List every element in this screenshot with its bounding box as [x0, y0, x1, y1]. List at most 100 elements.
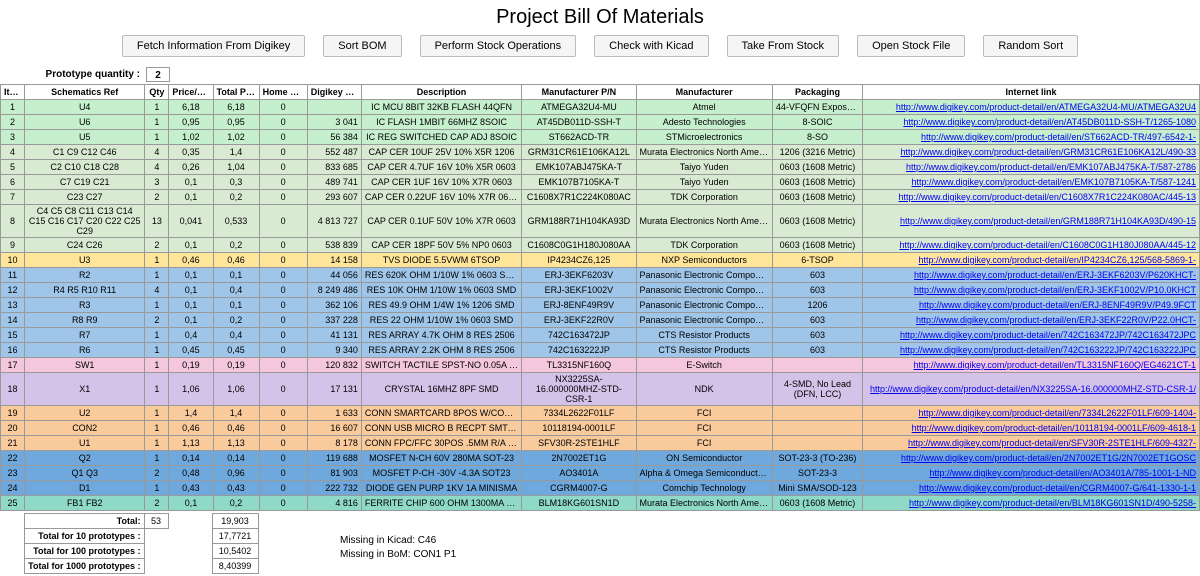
stock-ops-button[interactable]: Perform Stock Operations: [420, 35, 577, 57]
col-mpn[interactable]: Manufacturer P/N: [522, 85, 636, 100]
col-home[interactable]: Home Stock: [259, 85, 307, 100]
cell-ref: X1: [25, 373, 145, 406]
table-row[interactable]: 12R4 R5 R10 R1140,10,408 249 486RES 10K …: [1, 283, 1200, 298]
internet-link[interactable]: http://www.digikey.com/product-detail/en…: [914, 360, 1196, 370]
col-qty[interactable]: Qty: [145, 85, 169, 100]
table-row[interactable]: 16R610,450,4509 340RES ARRAY 2.2K OHM 8 …: [1, 343, 1200, 358]
cell-qty: 1: [145, 115, 169, 130]
internet-link[interactable]: http://www.digikey.com/product-detail/en…: [870, 384, 1196, 394]
table-row[interactable]: 11R210,10,1044 056RES 620K OHM 1/10W 1% …: [1, 268, 1200, 283]
internet-link[interactable]: http://www.digikey.com/product-detail/en…: [919, 255, 1197, 265]
internet-link[interactable]: http://www.digikey.com/product-detail/en…: [900, 216, 1196, 226]
cell-link[interactable]: http://www.digikey.com/product-detail/en…: [863, 328, 1200, 343]
cell-link[interactable]: http://www.digikey.com/product-detail/en…: [863, 130, 1200, 145]
internet-link[interactable]: http://www.digikey.com/product-detail/en…: [898, 192, 1196, 202]
cell-link[interactable]: http://www.digikey.com/product-detail/en…: [863, 205, 1200, 238]
col-desc[interactable]: Description: [361, 85, 521, 100]
internet-link[interactable]: http://www.digikey.com/product-detail/en…: [930, 468, 1196, 478]
table-row[interactable]: 18X111,061,06017 131CRYSTAL 16MHZ 8PF SM…: [1, 373, 1200, 406]
cell-link[interactable]: http://www.digikey.com/product-detail/en…: [863, 358, 1200, 373]
cell-link[interactable]: http://www.digikey.com/product-detail/en…: [863, 175, 1200, 190]
internet-link[interactable]: http://www.digikey.com/product-detail/en…: [900, 345, 1196, 355]
table-row[interactable]: 21U111,131,1308 178CONN FPC/FFC 30POS .5…: [1, 436, 1200, 451]
table-row[interactable]: 23Q1 Q320,480,96081 903MOSFET P-CH -30V …: [1, 466, 1200, 481]
table-row[interactable]: 19U211,41,401 633CONN SMARTCARD 8POS W/C…: [1, 406, 1200, 421]
table-row[interactable]: 4C1 C9 C12 C4640,351,40552 487CAP CER 10…: [1, 145, 1200, 160]
table-row[interactable]: 10U310,460,46014 158TVS DIODE 5.5VWM 6TS…: [1, 253, 1200, 268]
cell-link[interactable]: http://www.digikey.com/product-detail/en…: [863, 436, 1200, 451]
table-row[interactable]: 15R710,40,4041 131RES ARRAY 4.7K OHM 8 R…: [1, 328, 1200, 343]
internet-link[interactable]: http://www.digikey.com/product-detail/en…: [916, 315, 1196, 325]
table-row[interactable]: 1U416,186,180IC MCU 8BIT 32KB FLASH 44QF…: [1, 100, 1200, 115]
table-row[interactable]: 3U511,021,02056 384IC REG SWITCHED CAP A…: [1, 130, 1200, 145]
col-dkstock[interactable]: Digikey Stock: [307, 85, 361, 100]
cell-link[interactable]: http://www.digikey.com/product-detail/en…: [863, 481, 1200, 496]
cell-link[interactable]: http://www.digikey.com/product-detail/en…: [863, 373, 1200, 406]
internet-link[interactable]: http://www.digikey.com/product-detail/en…: [919, 300, 1196, 310]
col-item[interactable]: Item: [1, 85, 25, 100]
cell-n: 2: [1, 115, 25, 130]
cell-mpn: AO3401A: [522, 466, 636, 481]
internet-link[interactable]: http://www.digikey.com/product-detail/en…: [901, 453, 1196, 463]
cell-link[interactable]: http://www.digikey.com/product-detail/en…: [863, 160, 1200, 175]
internet-link[interactable]: http://www.digikey.com/product-detail/en…: [914, 285, 1196, 295]
internet-link[interactable]: http://www.digikey.com/product-detail/en…: [921, 132, 1196, 142]
internet-link[interactable]: http://www.digikey.com/product-detail/en…: [899, 240, 1196, 250]
internet-link[interactable]: http://www.digikey.com/product-detail/en…: [900, 330, 1196, 340]
col-pkg[interactable]: Packaging: [772, 85, 862, 100]
cell-link[interactable]: http://www.digikey.com/product-detail/en…: [863, 268, 1200, 283]
internet-link[interactable]: http://www.digikey.com/product-detail/en…: [906, 162, 1196, 172]
table-row[interactable]: 20CON210,460,46016 607CONN USB MICRO B R…: [1, 421, 1200, 436]
table-row[interactable]: 2U610,950,9503 041IC FLASH 1MBIT 66MHZ 8…: [1, 115, 1200, 130]
internet-link[interactable]: http://www.digikey.com/product-detail/en…: [912, 177, 1197, 187]
internet-link[interactable]: http://www.digikey.com/product-detail/en…: [908, 438, 1196, 448]
table-row[interactable]: 22Q210,140,140119 688MOSFET N-CH 60V 280…: [1, 451, 1200, 466]
cell-link[interactable]: http://www.digikey.com/product-detail/en…: [863, 115, 1200, 130]
table-row[interactable]: 25FB1 FB220,10,204 816FERRITE CHIP 600 O…: [1, 496, 1200, 511]
col-mfr[interactable]: Manufacturer: [636, 85, 772, 100]
internet-link[interactable]: http://www.digikey.com/product-detail/en…: [914, 270, 1196, 280]
check-kicad-button[interactable]: Check with Kicad: [594, 35, 708, 57]
random-sort-button[interactable]: Random Sort: [983, 35, 1078, 57]
internet-link[interactable]: http://www.digikey.com/product-detail/en…: [912, 423, 1196, 433]
cell-link[interactable]: http://www.digikey.com/product-detail/en…: [863, 421, 1200, 436]
cell-link[interactable]: http://www.digikey.com/product-detail/en…: [863, 145, 1200, 160]
sort-bom-button[interactable]: Sort BOM: [323, 35, 401, 57]
cell-link[interactable]: http://www.digikey.com/product-detail/en…: [863, 313, 1200, 328]
cell-link[interactable]: http://www.digikey.com/product-detail/en…: [863, 466, 1200, 481]
cell-link[interactable]: http://www.digikey.com/product-detail/en…: [863, 253, 1200, 268]
cell-link[interactable]: http://www.digikey.com/product-detail/en…: [863, 100, 1200, 115]
cell-qty: 1: [145, 343, 169, 358]
table-row[interactable]: 17SW110,190,190120 832SWITCH TACTILE SPS…: [1, 358, 1200, 373]
internet-link[interactable]: http://www.digikey.com/product-detail/en…: [901, 147, 1197, 157]
table-row[interactable]: 9C24 C2620,10,20538 839CAP CER 18PF 50V …: [1, 238, 1200, 253]
internet-link[interactable]: http://www.digikey.com/product-detail/en…: [909, 498, 1196, 508]
table-row[interactable]: 8C4 C5 C8 C11 C13 C14 C15 C16 C17 C20 C2…: [1, 205, 1200, 238]
cell-link[interactable]: http://www.digikey.com/product-detail/en…: [863, 283, 1200, 298]
cell-link[interactable]: http://www.digikey.com/product-detail/en…: [863, 343, 1200, 358]
col-price[interactable]: Price/chip: [169, 85, 213, 100]
table-row[interactable]: 14R8 R920,10,20337 228RES 22 OHM 1/10W 1…: [1, 313, 1200, 328]
internet-link[interactable]: http://www.digikey.com/product-detail/en…: [903, 117, 1196, 127]
prototype-quantity-value[interactable]: 2: [146, 67, 170, 82]
table-row[interactable]: 6C7 C19 C2130,10,30489 741CAP CER 1UF 16…: [1, 175, 1200, 190]
fetch-digikey-button[interactable]: Fetch Information From Digikey: [122, 35, 305, 57]
col-total[interactable]: Total Price: [213, 85, 259, 100]
col-link[interactable]: Internet link: [863, 85, 1200, 100]
cell-link[interactable]: http://www.digikey.com/product-detail/en…: [863, 406, 1200, 421]
cell-link[interactable]: http://www.digikey.com/product-detail/en…: [863, 298, 1200, 313]
table-row[interactable]: 13R310,10,10362 106RES 49.9 OHM 1/4W 1% …: [1, 298, 1200, 313]
table-row[interactable]: 24D110,430,430222 732DIODE GEN PURP 1KV …: [1, 481, 1200, 496]
table-row[interactable]: 5C2 C10 C18 C2840,261,040833 685CAP CER …: [1, 160, 1200, 175]
cell-link[interactable]: http://www.digikey.com/product-detail/en…: [863, 496, 1200, 511]
internet-link[interactable]: http://www.digikey.com/product-detail/en…: [919, 483, 1196, 493]
internet-link[interactable]: http://www.digikey.com/product-detail/en…: [918, 408, 1196, 418]
cell-link[interactable]: http://www.digikey.com/product-detail/en…: [863, 238, 1200, 253]
open-stock-button[interactable]: Open Stock File: [857, 35, 965, 57]
cell-link[interactable]: http://www.digikey.com/product-detail/en…: [863, 190, 1200, 205]
table-row[interactable]: 7C23 C2720,10,20293 607CAP CER 0.22UF 16…: [1, 190, 1200, 205]
take-stock-button[interactable]: Take From Stock: [727, 35, 840, 57]
cell-link[interactable]: http://www.digikey.com/product-detail/en…: [863, 451, 1200, 466]
internet-link[interactable]: http://www.digikey.com/product-detail/en…: [896, 102, 1196, 112]
col-ref[interactable]: Schematics Ref: [25, 85, 145, 100]
